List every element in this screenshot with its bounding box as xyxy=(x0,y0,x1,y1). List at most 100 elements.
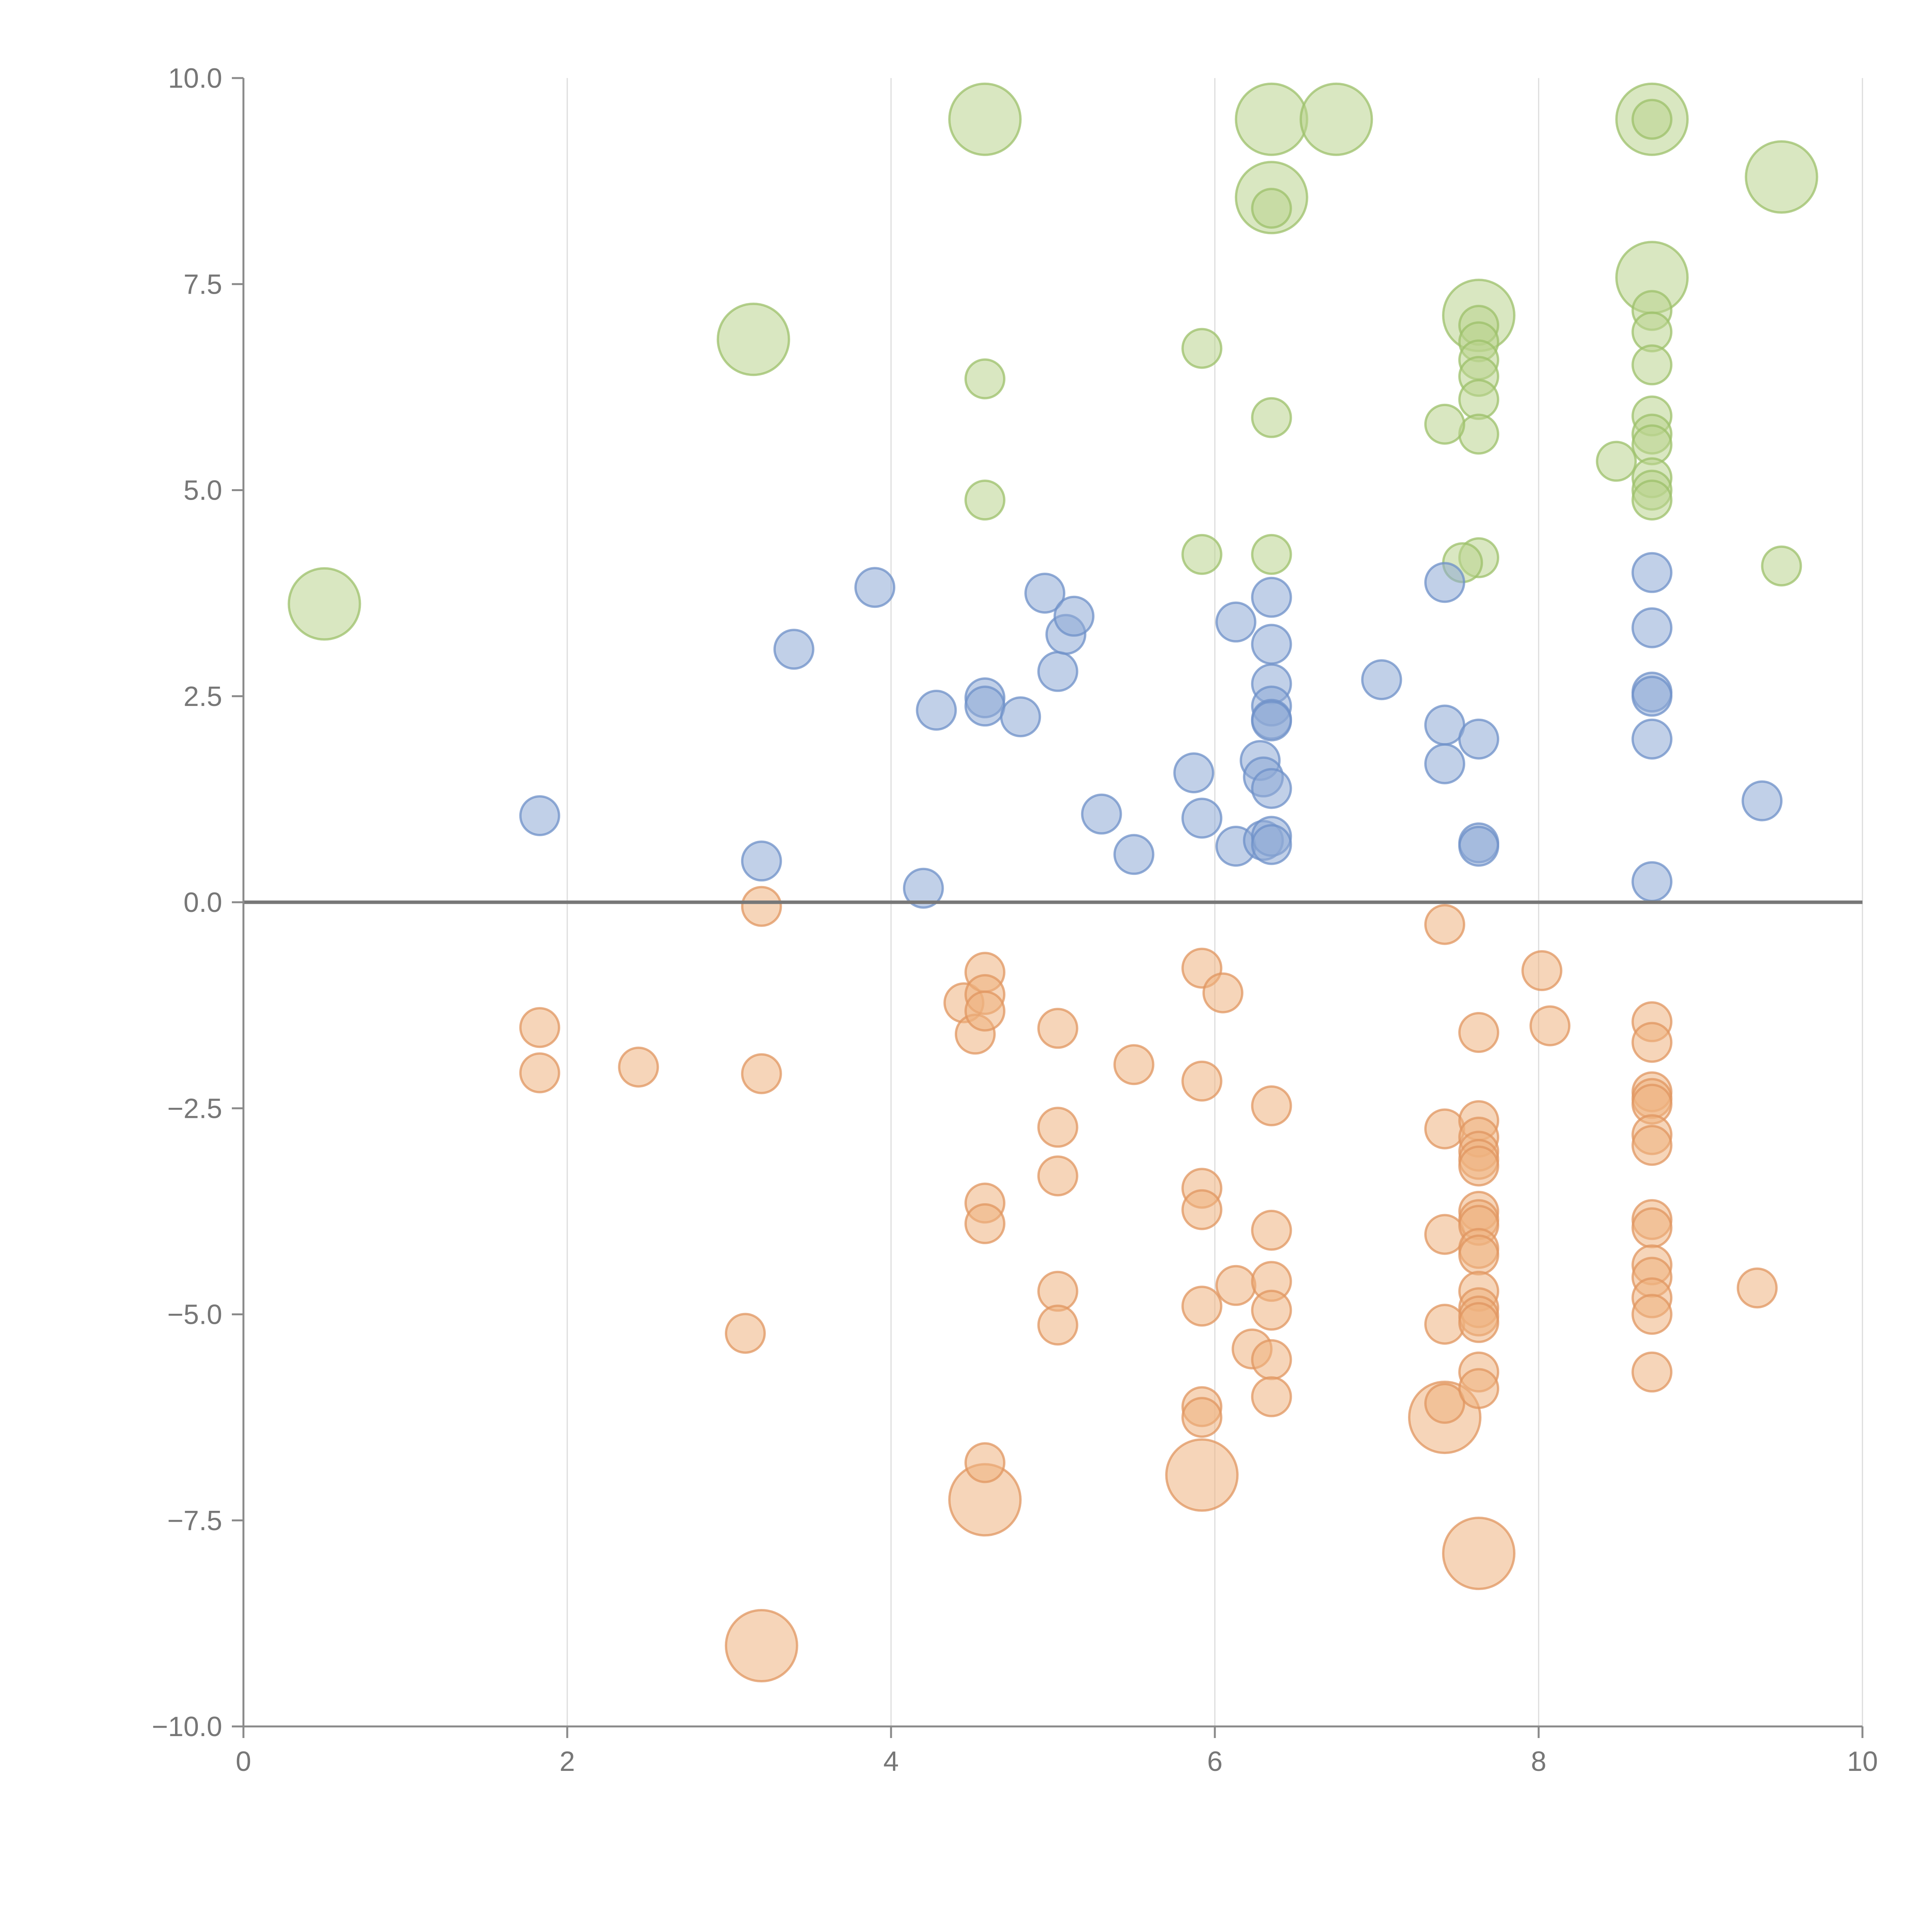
orange-point-31 xyxy=(1181,1397,1223,1438)
orange-point-20 xyxy=(1037,1107,1078,1148)
green-point-36 xyxy=(1251,534,1292,575)
y-tick-label: −10.0 xyxy=(152,1711,222,1742)
blue-point-23 xyxy=(1251,624,1292,665)
orange-point-64 xyxy=(1529,1005,1571,1046)
x-tick-label: 2 xyxy=(560,1746,575,1777)
green-point-31 xyxy=(1181,328,1223,369)
blue-point-33 xyxy=(1424,704,1465,746)
blue-point-2 xyxy=(773,629,815,670)
blue-point-38 xyxy=(1631,552,1673,593)
orange-point-66 xyxy=(1631,1022,1673,1063)
data-points xyxy=(287,82,1818,1682)
blue-point-16 xyxy=(1181,798,1223,839)
blue-point-12 xyxy=(1053,595,1095,637)
orange-point-8 xyxy=(724,1313,766,1354)
green-point-0 xyxy=(287,567,361,641)
orange-point-7 xyxy=(618,1046,659,1088)
blue-point-43 xyxy=(1631,861,1673,902)
y-tick-label: 0.0 xyxy=(184,887,222,918)
green-point-34 xyxy=(1181,534,1223,575)
x-tick-label: 10 xyxy=(1847,1746,1878,1777)
green-point-20 xyxy=(1631,480,1673,521)
orange-point-38 xyxy=(1251,1289,1292,1331)
blue-point-39 xyxy=(1631,607,1673,648)
orange-point-78 xyxy=(1631,1351,1673,1393)
blue-point-7 xyxy=(964,685,1005,727)
orange-point-73 xyxy=(1631,1207,1673,1248)
green-point-4 xyxy=(1299,82,1373,156)
orange-point-43 xyxy=(1424,1214,1465,1255)
blue-point-28 xyxy=(1251,768,1292,809)
orange-point-26 xyxy=(1181,1060,1223,1102)
blue-point-3 xyxy=(854,567,896,608)
green-point-7 xyxy=(1745,140,1818,214)
y-tick-label: 10.0 xyxy=(168,63,222,94)
orange-point-36 xyxy=(1251,1209,1292,1251)
green-point-3 xyxy=(1235,82,1308,156)
orange-point-9 xyxy=(741,886,782,927)
green-point-2 xyxy=(948,82,1022,156)
green-point-14 xyxy=(1631,344,1673,386)
green-point-37 xyxy=(1761,545,1802,587)
orange-point-0 xyxy=(724,1609,798,1682)
y-tick-label: −7.5 xyxy=(167,1505,222,1536)
blue-point-22 xyxy=(1251,577,1292,618)
blue-point-41 xyxy=(1631,675,1673,717)
blue-point-34 xyxy=(1424,743,1465,784)
orange-point-77 xyxy=(1631,1294,1673,1335)
orange-point-71 xyxy=(1631,1125,1673,1166)
green-point-33 xyxy=(964,480,1005,521)
orange-point-19 xyxy=(1037,1008,1078,1049)
x-tick-label: 0 xyxy=(236,1746,251,1777)
x-tick-label: 8 xyxy=(1531,1746,1546,1777)
blue-point-1 xyxy=(741,840,782,882)
orange-point-28 xyxy=(1181,1189,1223,1230)
blue-point-13 xyxy=(1081,793,1122,835)
orange-point-4 xyxy=(1442,1517,1515,1590)
orange-point-79 xyxy=(1736,1267,1778,1309)
orange-point-39 xyxy=(1251,1339,1292,1380)
blue-point-44 xyxy=(1742,780,1783,821)
green-point-1 xyxy=(716,303,790,376)
green-point-11 xyxy=(1631,99,1673,140)
orange-point-6 xyxy=(519,1052,560,1094)
green-point-21 xyxy=(1596,440,1637,482)
blue-point-5 xyxy=(916,690,957,731)
blue-point-30 xyxy=(1251,824,1292,865)
x-tick-label: 4 xyxy=(883,1746,899,1777)
blue-point-4 xyxy=(903,867,944,909)
blue-point-15 xyxy=(1173,752,1214,794)
blue-point-14 xyxy=(1113,834,1155,875)
orange-point-15 xyxy=(964,990,1005,1032)
blue-point-9 xyxy=(1024,573,1066,614)
orange-point-42 xyxy=(1424,1108,1465,1150)
blue-point-0 xyxy=(519,795,560,836)
orange-point-46 xyxy=(1458,1012,1499,1053)
orange-point-56 xyxy=(1458,1234,1499,1276)
orange-point-35 xyxy=(1251,1085,1292,1126)
y-tick-label: 7.5 xyxy=(184,269,222,300)
x-tick-label: 6 xyxy=(1207,1746,1223,1777)
orange-point-5 xyxy=(519,1007,560,1048)
y-tick-label: −5.0 xyxy=(167,1299,222,1330)
orange-point-29 xyxy=(1181,1286,1223,1327)
y-tick-label: −2.5 xyxy=(167,1093,222,1124)
orange-point-2 xyxy=(1165,1438,1239,1512)
orange-point-24 xyxy=(1113,1044,1155,1085)
orange-point-45 xyxy=(1424,1383,1465,1424)
y-tick-label: 2.5 xyxy=(184,681,222,712)
blue-point-42 xyxy=(1631,718,1673,760)
orange-point-33 xyxy=(1215,1265,1257,1306)
green-point-26 xyxy=(1458,379,1499,420)
blue-point-18 xyxy=(1215,601,1257,643)
orange-point-10 xyxy=(741,1053,782,1094)
orange-point-41 xyxy=(1424,904,1465,945)
orange-point-63 xyxy=(1521,950,1563,991)
orange-point-17 xyxy=(964,1203,1005,1244)
orange-point-60 xyxy=(1458,1302,1499,1343)
orange-point-44 xyxy=(1424,1304,1465,1345)
orange-point-21 xyxy=(1037,1155,1078,1197)
blue-point-10 xyxy=(1037,651,1078,692)
y-tick-label: 5.0 xyxy=(184,475,222,506)
